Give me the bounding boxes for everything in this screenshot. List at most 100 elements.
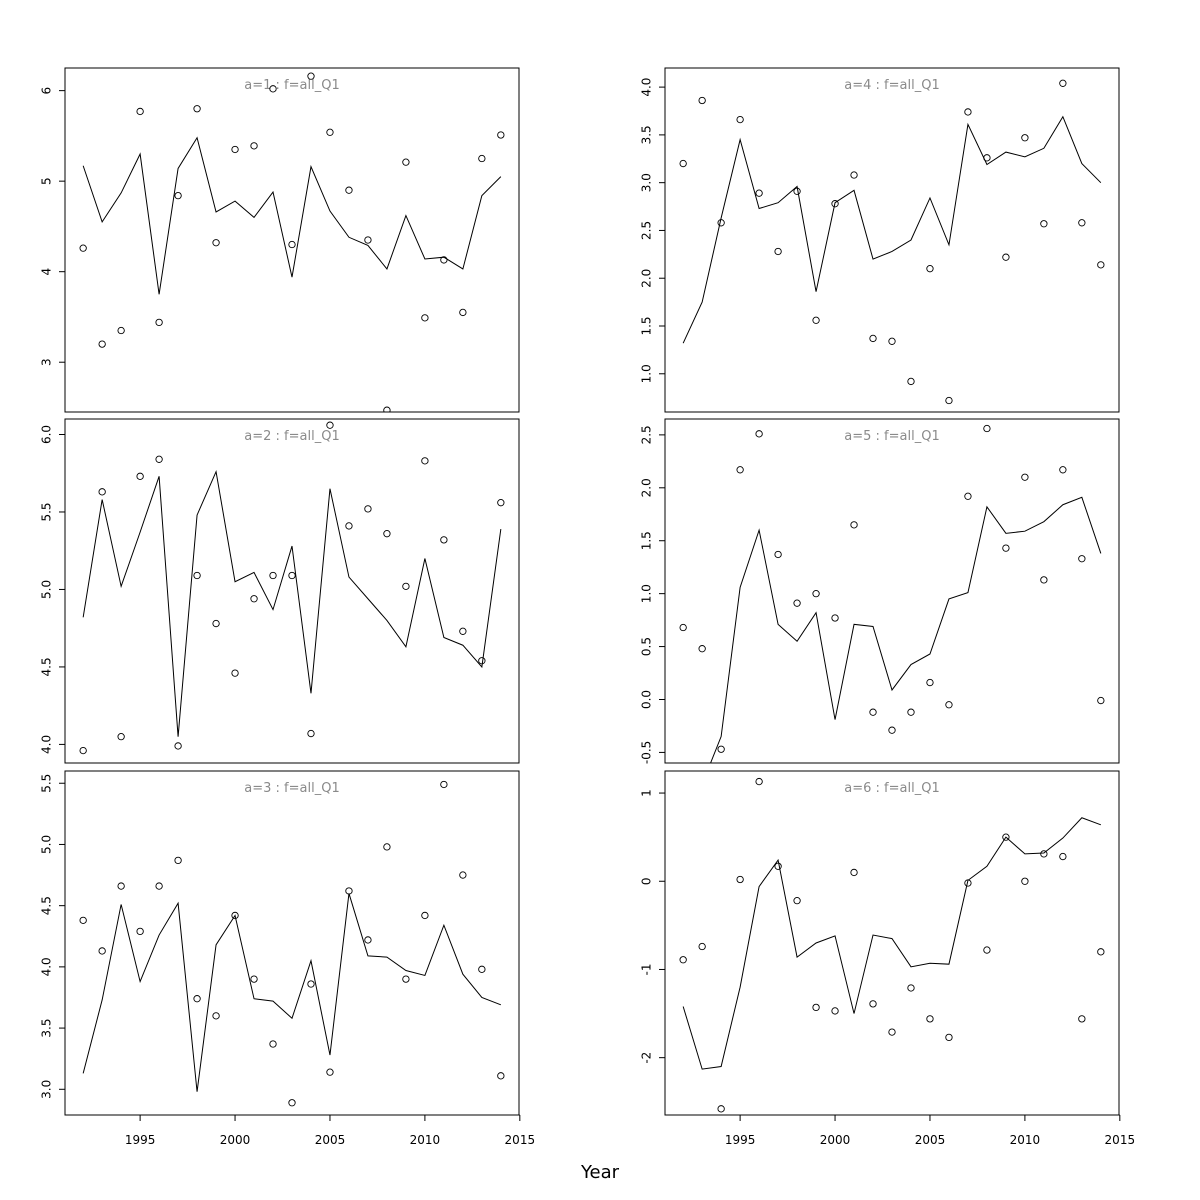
observed-point: [945, 396, 953, 405]
observed-point: [383, 406, 391, 412]
observed-point: [1097, 948, 1105, 956]
observed-point: [736, 115, 744, 124]
y-tick-label: 3.0: [40, 1080, 54, 1099]
observed-point: [440, 780, 448, 789]
observed-point: [774, 247, 782, 256]
observed-point: [964, 492, 972, 500]
fitted-line: [82, 893, 502, 1092]
observed-point: [250, 595, 258, 603]
observed-point: [383, 530, 391, 538]
observed-point: [755, 189, 763, 197]
x-tick-label: 2010: [410, 1133, 441, 1147]
y-tick-label: 5.5: [40, 502, 54, 521]
observed-point: [269, 571, 277, 580]
observed-point: [812, 1003, 820, 1012]
observed-point: [1059, 466, 1067, 474]
y-tick-label: -1: [640, 963, 654, 975]
x-tick-label: 1995: [725, 1133, 756, 1147]
observed-point: [945, 1033, 953, 1042]
observed-point: [812, 590, 820, 598]
y-tick-label: 3.5: [40, 1019, 54, 1038]
observed-point: [698, 645, 706, 653]
observed-point: [193, 105, 201, 113]
observed-point: [869, 1000, 877, 1008]
observed-point: [907, 377, 915, 386]
observed-point: [907, 708, 915, 716]
observed-point: [679, 623, 687, 632]
observed-point: [269, 1040, 277, 1048]
observed-point: [983, 424, 991, 433]
plot-area: [679, 79, 1105, 405]
observed-point: [964, 879, 972, 887]
y-tick-label: 6: [40, 87, 54, 95]
observed-point: [307, 729, 315, 738]
observed-point: [459, 871, 467, 879]
observed-point: [288, 571, 296, 580]
y-tick-label: 3.0: [640, 173, 654, 192]
observed-point: [793, 599, 801, 607]
y-tick-label: 1: [640, 789, 654, 797]
panels: a=1 : f=all_Q1 3 4 5 6 a=2 : f=all_Q1 4.0 4.5 5.…: [40, 67, 1136, 1147]
observed-point: [421, 314, 429, 322]
y-tick-label: 5.0: [40, 580, 54, 599]
y-tick-label: -0.5: [640, 741, 654, 764]
observed-point: [136, 472, 144, 480]
x-tick-label: 1995: [125, 1133, 156, 1147]
observed-point: [155, 882, 163, 890]
observed-point: [326, 128, 334, 136]
observed-point: [945, 701, 953, 709]
x-tick-label: 2015: [1105, 1133, 1136, 1147]
observed-point: [907, 984, 915, 992]
observed-point: [1040, 576, 1048, 584]
observed-point: [364, 505, 372, 513]
observed-point: [250, 975, 258, 983]
observed-point: [155, 455, 163, 463]
x-tick-label: 2000: [820, 1133, 851, 1147]
observed-point: [964, 108, 972, 116]
y-tick-label: 4.0: [40, 957, 54, 976]
fitted-line: [682, 817, 1102, 1070]
y-tick-label: 4.5: [40, 657, 54, 676]
observed-point: [1021, 473, 1029, 481]
y-tick-label: 1.0: [640, 584, 654, 603]
observed-point: [850, 868, 858, 877]
observed-point: [774, 862, 782, 870]
y-tick-label: 6.0: [40, 425, 54, 444]
observed-point: [231, 669, 239, 677]
observed-point: [850, 521, 858, 529]
observed-point: [1078, 1015, 1086, 1023]
plot-area: [679, 424, 1105, 763]
observed-point: [698, 96, 706, 105]
y-tick-label: 4.0: [640, 78, 654, 97]
plot-area: [679, 777, 1105, 1113]
fitted-line: [82, 469, 502, 737]
panel-title: a=1 : f=all_Q1: [244, 78, 339, 93]
y-tick-label: 2.5: [640, 221, 654, 240]
observed-point: [869, 708, 877, 716]
panel-title: a=6 : f=all_Q1: [844, 781, 939, 796]
observed-point: [793, 187, 801, 195]
observed-point: [193, 995, 201, 1003]
observed-point: [1040, 850, 1048, 858]
observed-point: [136, 927, 144, 936]
observed-point: [174, 191, 182, 200]
observed-point: [755, 777, 763, 786]
y-tick-label: 5.0: [40, 835, 54, 854]
y-tick-label: 2.0: [640, 269, 654, 288]
observed-point: [288, 1099, 296, 1107]
observed-point: [698, 942, 706, 951]
observed-point: [212, 239, 220, 247]
fitted-line: [82, 136, 502, 295]
observed-point: [679, 159, 687, 168]
x-axis-label: Year: [580, 1162, 620, 1183]
panel-title: a=5 : f=all_Q1: [844, 429, 939, 444]
observed-point: [888, 1028, 896, 1036]
observed-point: [497, 131, 505, 139]
y-tick-label: 3.5: [640, 125, 654, 144]
observed-point: [1059, 852, 1067, 861]
panel-frame: [664, 770, 1120, 1116]
observed-point: [1002, 833, 1010, 841]
y-tick-label: 1.5: [640, 316, 654, 335]
observed-point: [1002, 253, 1010, 261]
